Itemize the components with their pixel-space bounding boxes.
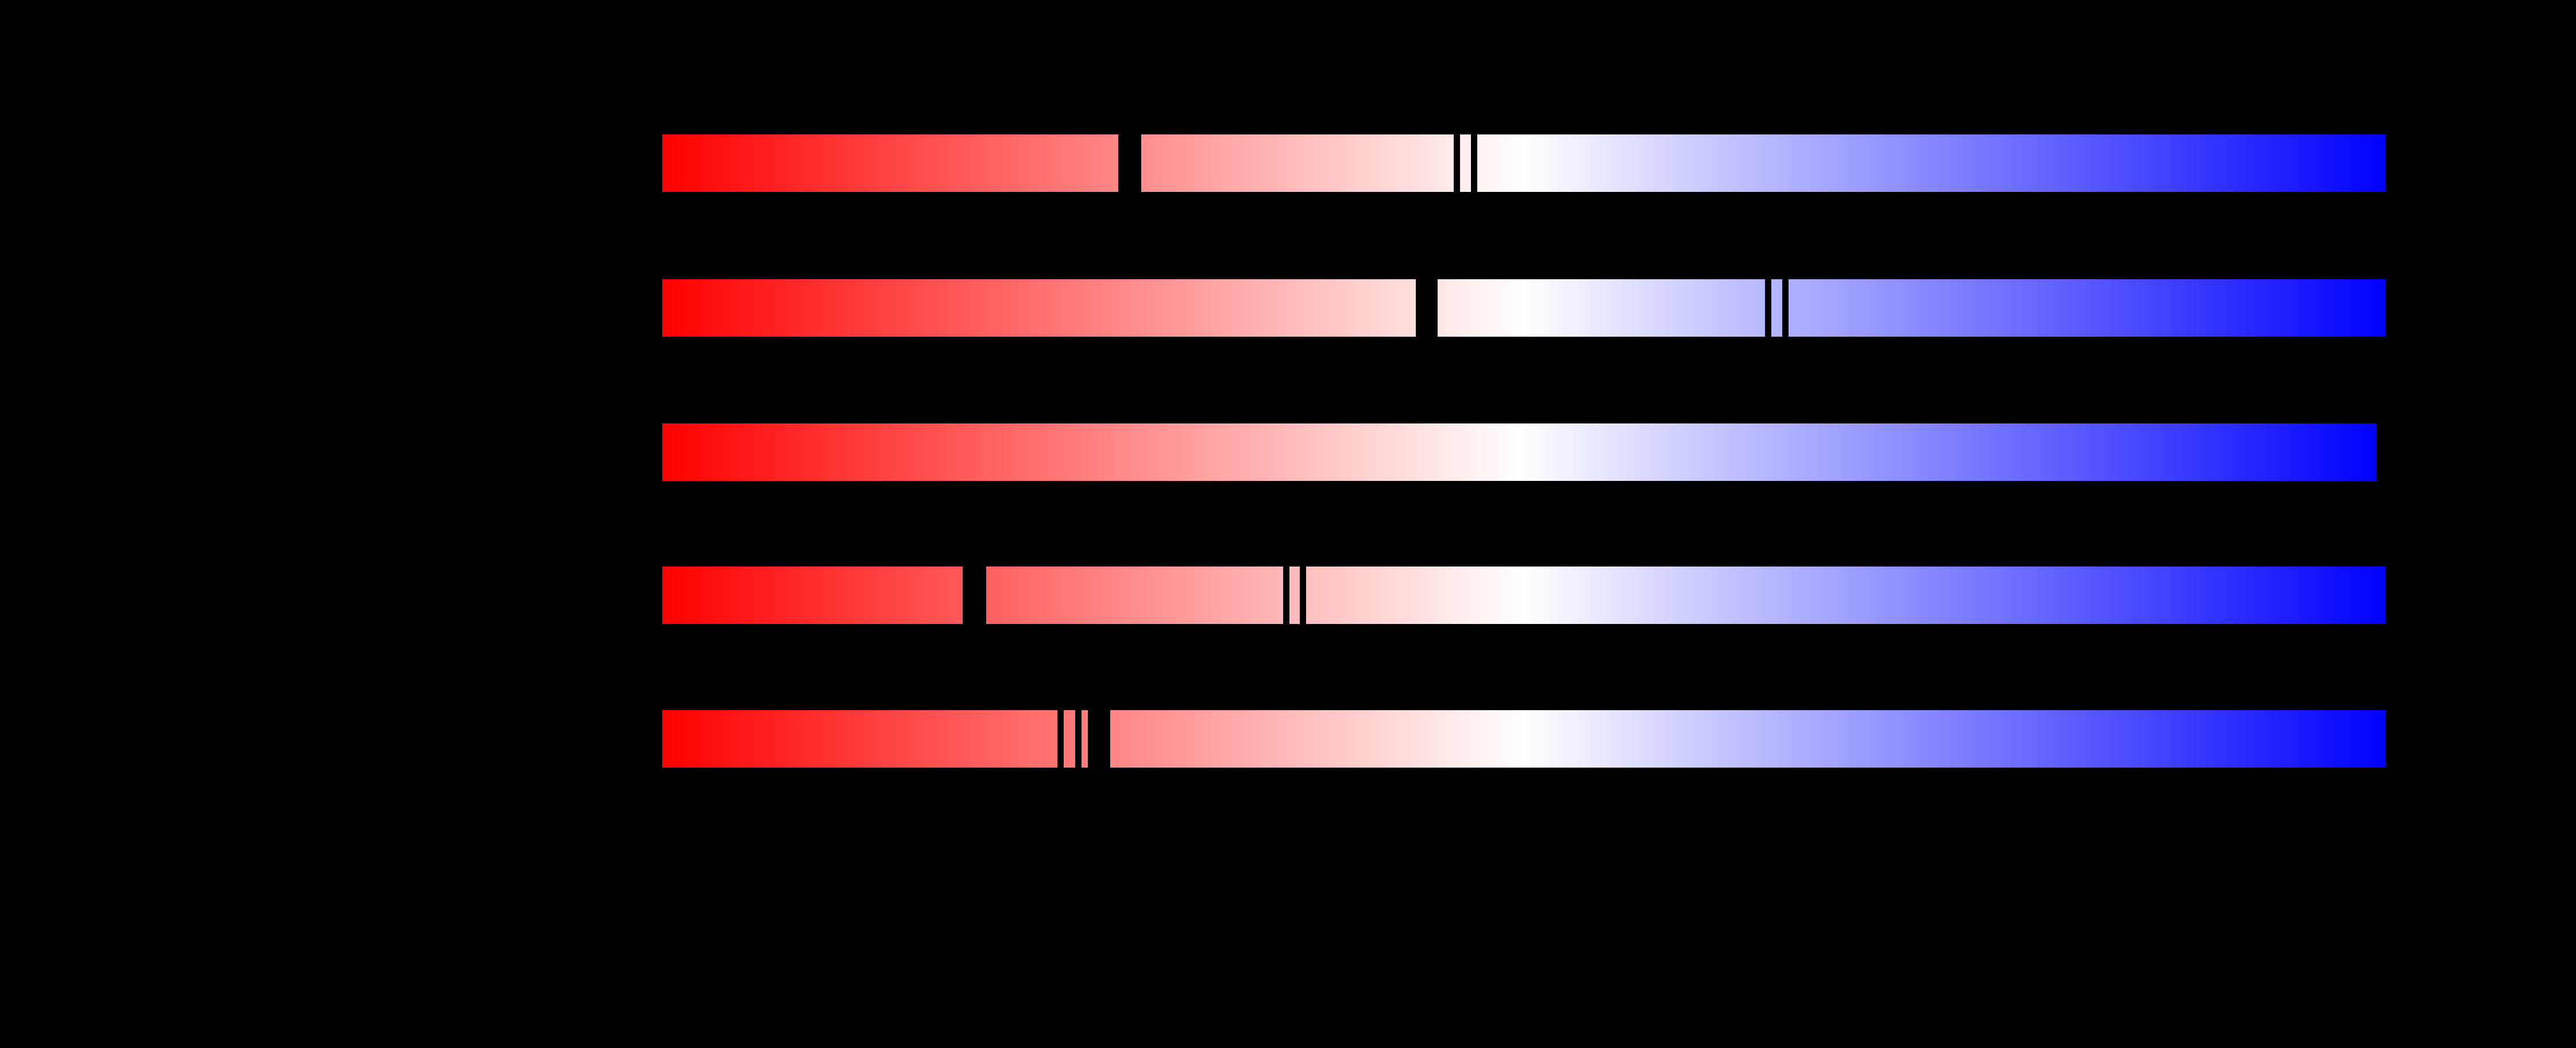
thin-marker-line xyxy=(1075,709,1082,769)
thin-marker-line xyxy=(1300,565,1306,625)
gradient-bar-row-4 xyxy=(662,565,2385,625)
gradient-bar-row-2 xyxy=(662,278,2385,338)
thick-marker-line xyxy=(962,565,986,625)
gradient-bar-row-5 xyxy=(662,709,2385,769)
thick-marker-line xyxy=(1118,133,1142,193)
gradient-bar-row-1 xyxy=(662,133,2385,193)
thin-marker-line xyxy=(1283,565,1289,625)
thin-marker-line xyxy=(1453,133,1460,193)
thin-marker-line xyxy=(1765,278,1771,338)
thin-marker-line xyxy=(1057,709,1064,769)
thin-marker-line xyxy=(1782,278,1789,338)
thick-marker-line xyxy=(1415,278,1438,338)
thick-marker-line xyxy=(1088,709,1110,769)
thin-marker-line xyxy=(1470,133,1477,193)
gradient-bar-row-3 xyxy=(662,423,2377,481)
